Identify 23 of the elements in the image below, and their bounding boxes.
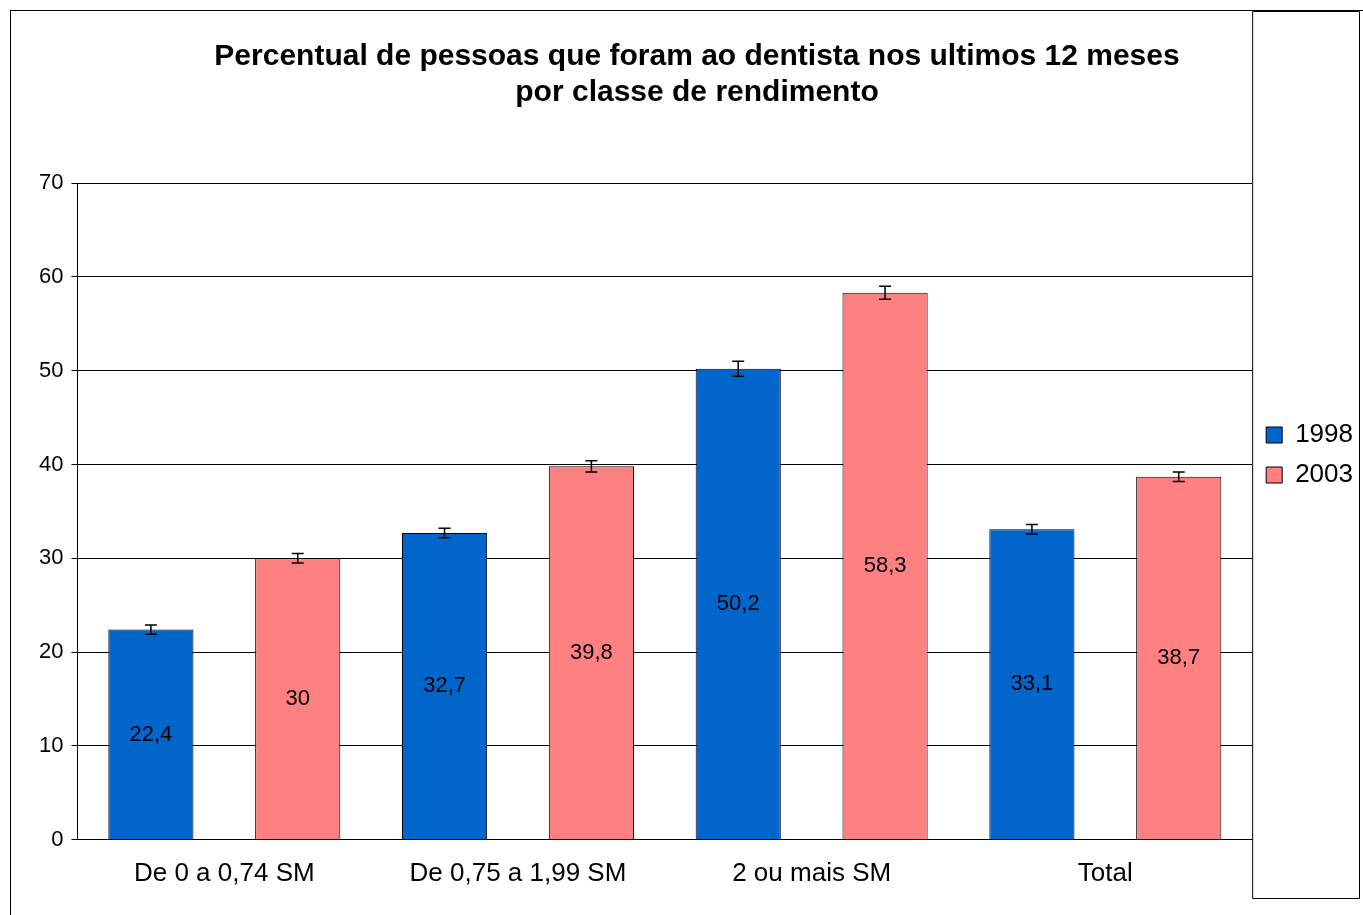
x-tick-label: Total — [1077, 856, 1133, 887]
data-label: 30 — [285, 684, 310, 710]
y-tick-label: 50 — [38, 356, 64, 382]
data-label: 33,1 — [1010, 670, 1054, 696]
y-tick-label: 70 — [38, 169, 64, 195]
data-label: 39,8 — [569, 638, 613, 664]
data-label: 32,7 — [423, 672, 466, 698]
x-tick-label: De 0 a 0,74 SM — [133, 856, 315, 887]
y-tick-label: 60 — [38, 262, 64, 288]
y-tick-label: 0 — [51, 825, 64, 851]
data-label: 22,4 — [129, 720, 173, 746]
data-label: 38,7 — [1157, 644, 1201, 670]
y-tick-label: 10 — [38, 732, 64, 758]
legend-label: 2003 — [1295, 458, 1353, 489]
y-tick-label: 20 — [38, 638, 64, 664]
x-tick-label: 2 ou mais SM — [732, 856, 892, 887]
y-tick-label: 30 — [38, 544, 64, 570]
legend-label: 1998 — [1295, 418, 1353, 449]
data-label: 50,2 — [716, 590, 760, 616]
x-tick-label: De 0,75 a 1,99 SM — [409, 856, 627, 887]
chart-title: Percentual de pessoas que foram ao dentista nos ultimos 12 meses por classe de rendimento — [214, 38, 1180, 108]
data-label: 58,3 — [863, 552, 907, 578]
y-tick-label: 40 — [38, 450, 64, 476]
